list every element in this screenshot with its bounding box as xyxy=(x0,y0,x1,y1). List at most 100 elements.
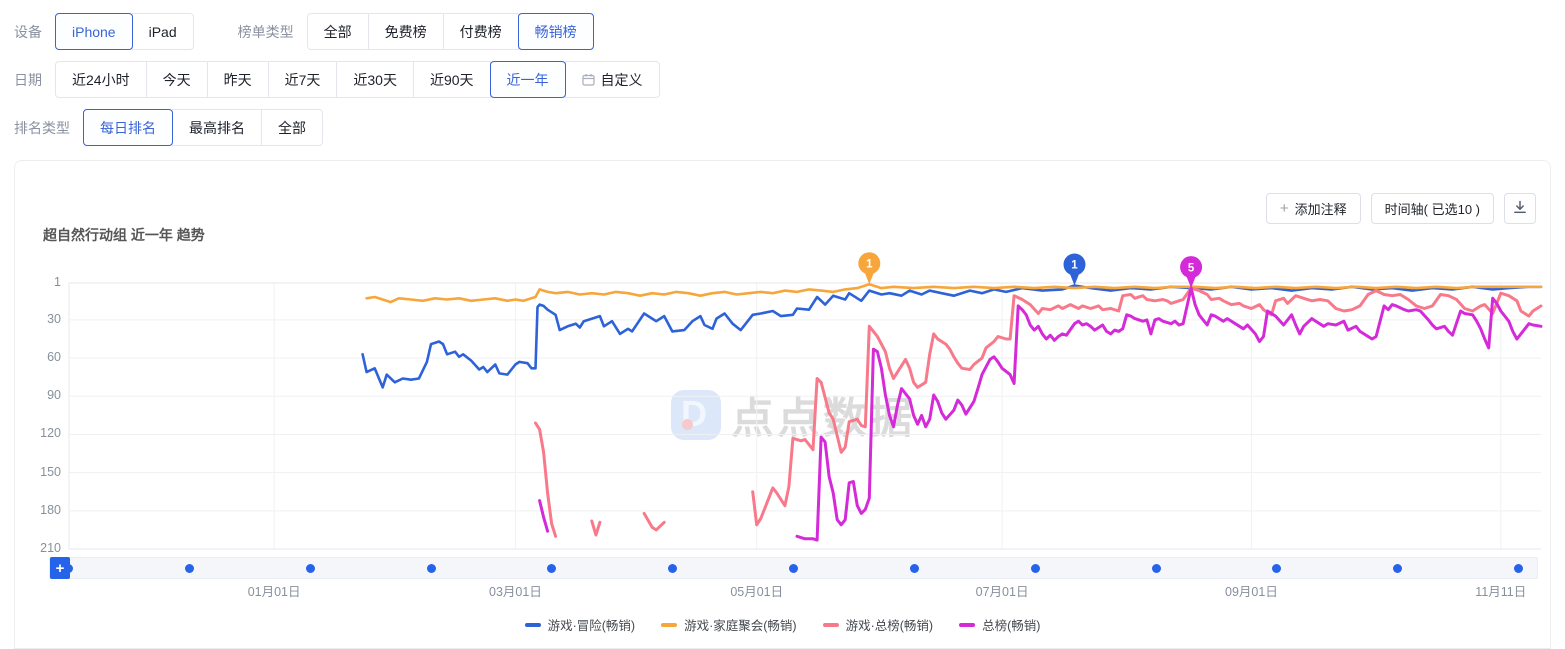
y-axis-tick: 120 xyxy=(40,426,61,441)
legend-swatch xyxy=(661,622,678,627)
rank-type-option-0[interactable]: 每日排名 xyxy=(83,109,173,146)
legend-swatch xyxy=(524,622,541,627)
annotation-marker[interactable]: 1 xyxy=(858,252,881,285)
annotation-marker[interactable]: 5 xyxy=(1180,256,1203,289)
y-axis-tick: 60 xyxy=(47,350,61,365)
date-range-option-7[interactable]: 自定义 xyxy=(564,61,660,98)
timeline-dot[interactable] xyxy=(184,564,194,573)
legend-item-1[interactable]: 游戏·家庭聚会(畅销) xyxy=(661,615,797,634)
date-range-option-1[interactable]: 今天 xyxy=(145,61,208,98)
option-label: 近30天 xyxy=(353,71,397,88)
option-label: iPad xyxy=(148,23,177,40)
option-label: 近7天 xyxy=(284,71,321,88)
series-line-2 xyxy=(751,286,1543,527)
chart-type-group: 全部 免费榜 付费榜 畅销榜 xyxy=(306,13,594,50)
option-label: 最高排名 xyxy=(189,119,245,136)
timeline-dot[interactable] xyxy=(1514,564,1523,573)
timeline-dot[interactable] xyxy=(1151,564,1161,573)
device-group: iPhone iPad xyxy=(55,13,194,50)
option-label: 全部 xyxy=(278,119,306,136)
option-label: 畅销榜 xyxy=(534,23,577,40)
download-icon xyxy=(1513,200,1527,217)
x-axis-tick: 11月11日 xyxy=(1475,585,1527,599)
timeline-dot[interactable] xyxy=(668,564,678,573)
trend-plot: 1 1 5 xyxy=(68,252,1543,550)
option-label: 今天 xyxy=(162,71,191,88)
filter-row: 日期 近24小时 今天 昨天 近7天 近30天 近90天 近一年 自定义 xyxy=(0,61,1565,98)
calendar-icon xyxy=(581,73,595,86)
timeline-dot[interactable] xyxy=(547,564,557,573)
add-annotation-label: 添加注释 xyxy=(1294,202,1347,217)
timeline-dot[interactable] xyxy=(909,564,919,573)
timeline-label: 时间轴( 已选10 ) xyxy=(1384,202,1480,217)
timeline-dot[interactable] xyxy=(305,564,315,573)
timeline-scrubber[interactable]: + xyxy=(49,557,1538,579)
x-axis-tick: 03月01日 xyxy=(489,585,542,599)
x-axis-tick: 01月01日 xyxy=(247,585,301,599)
device-option-1[interactable]: iPad xyxy=(131,13,194,50)
date-range-option-2[interactable]: 昨天 xyxy=(206,61,269,98)
series-line-3 xyxy=(538,499,550,533)
y-axis-tick: 210 xyxy=(40,541,61,555)
timeline-dot[interactable] xyxy=(789,564,798,573)
legend-item-2[interactable]: 游戏·总榜(畅销) xyxy=(822,615,934,634)
series-line-2 xyxy=(590,519,602,537)
timeline-dot[interactable] xyxy=(1030,564,1040,573)
timeline-dot[interactable] xyxy=(1272,564,1282,573)
date-range-group: 近24小时 今天 昨天 近7天 近30天 近90天 近一年 自定义 xyxy=(55,61,660,98)
chart-type-option-3[interactable]: 畅销榜 xyxy=(517,13,594,50)
rank-type-option-2[interactable]: 全部 xyxy=(261,109,323,146)
chart-type-option-2[interactable]: 付费榜 xyxy=(442,13,519,50)
date-range-option-4[interactable]: 近30天 xyxy=(336,61,414,98)
series-line-3 xyxy=(795,286,1543,542)
date-range-option-0[interactable]: 近24小时 xyxy=(55,61,147,98)
x-axis-tick: 07月01日 xyxy=(975,585,1029,599)
option-label: 免费榜 xyxy=(384,23,427,40)
filter-row: 设备 iPhone iPad 榜单类型 全部 免费榜 付费榜 畅销榜 xyxy=(0,13,1565,50)
legend-label: 游戏·家庭聚会(畅销) xyxy=(684,619,797,633)
chart-type-option-0[interactable]: 全部 xyxy=(306,13,369,50)
legend-label: 游戏·冒险(畅销) xyxy=(547,619,636,633)
legend-item-0[interactable]: 游戏·冒险(畅销) xyxy=(524,615,636,634)
filter-group-label: 日期 xyxy=(14,71,42,88)
annotation-marker[interactable]: 1 xyxy=(1063,253,1086,286)
legend-label: 游戏·总榜(畅销) xyxy=(845,619,934,633)
x-axis-tick: 09月01日 xyxy=(1225,585,1278,599)
series-line-2 xyxy=(642,511,666,532)
filter-group-label: 设备 xyxy=(14,23,42,40)
chart-toolbar: + 添加注释 时间轴( 已选10 ) xyxy=(1265,193,1536,224)
filter-row: 排名类型 每日排名 最高排名 全部 xyxy=(0,109,1565,146)
option-label: iPhone xyxy=(72,23,116,40)
chart-legend: 游戏·冒险(畅销) 游戏·家庭聚会(畅销) 游戏·总榜(畅销) 总榜(畅销) xyxy=(15,615,1550,634)
timeline-button[interactable]: 时间轴( 已选10 ) xyxy=(1370,193,1494,224)
series-line-2 xyxy=(534,421,558,538)
option-label: 每日排名 xyxy=(100,119,156,136)
date-range-option-3[interactable]: 近7天 xyxy=(267,61,338,98)
legend-item-3[interactable]: 总榜(畅销) xyxy=(959,615,1040,634)
svg-text:1: 1 xyxy=(1071,260,1078,272)
y-axis-tick: 90 xyxy=(47,388,61,403)
filter-rows: 设备 iPhone iPad 榜单类型 全部 免费榜 付费榜 畅销榜 日期 近24小时 今天 昨天 近7… xyxy=(0,13,1565,146)
svg-text:5: 5 xyxy=(1188,262,1195,274)
series-line-1 xyxy=(365,282,1543,304)
device-option-0[interactable]: iPhone xyxy=(55,13,133,50)
rank-type-group: 每日排名 最高排名 全部 xyxy=(83,109,323,146)
timeline-dot[interactable] xyxy=(426,564,436,573)
timeline-dot[interactable] xyxy=(1393,564,1403,573)
watermark: D 点点数据 xyxy=(671,384,915,446)
option-label: 自定义 xyxy=(600,71,643,88)
chart-title: 超自然行动组 近一年 趋势 xyxy=(43,227,205,243)
date-range-option-5[interactable]: 近90天 xyxy=(412,61,491,98)
download-button[interactable] xyxy=(1504,193,1536,224)
date-range-option-6[interactable]: 近一年 xyxy=(489,61,566,98)
rank-type-option-1[interactable]: 最高排名 xyxy=(172,109,262,146)
add-annotation-button[interactable]: + 添加注释 xyxy=(1265,193,1361,224)
y-axis-tick: 150 xyxy=(40,464,61,479)
plus-icon: + xyxy=(1279,200,1289,217)
chart-type-option-1[interactable]: 免费榜 xyxy=(367,13,444,50)
legend-swatch xyxy=(822,622,839,627)
y-axis-tick: 180 xyxy=(40,502,61,517)
option-label: 付费榜 xyxy=(459,23,502,40)
option-label: 全部 xyxy=(323,23,352,40)
timeline-add-button[interactable]: + xyxy=(50,557,70,579)
